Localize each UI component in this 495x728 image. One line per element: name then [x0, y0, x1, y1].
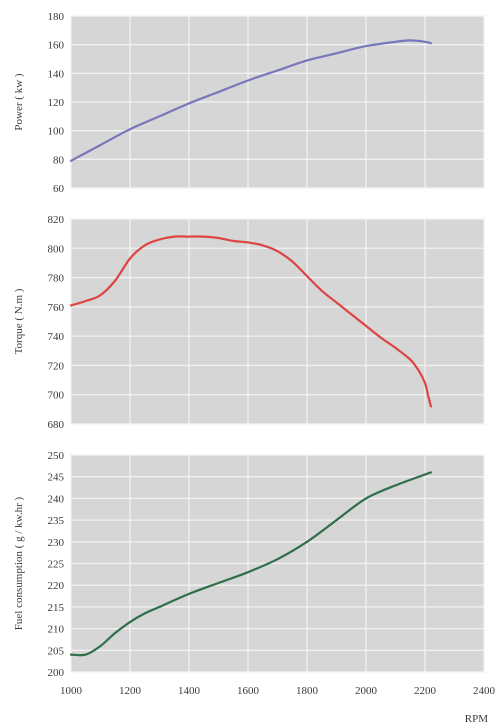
- x-tick-label: 1200: [119, 685, 142, 697]
- grid-layer: [70, 15, 485, 673]
- series-layer: [69, 39, 432, 657]
- label-layer: 60 80 100 120 140 160 180 Power ( kw ) 680 700 720…: [13, 11, 495, 725]
- y-axis-label: Torque ( N.m ): [13, 288, 25, 354]
- y-tick-label: 820: [48, 214, 65, 226]
- x-tick-label: 1400: [178, 685, 201, 697]
- y-tick-label: 740: [48, 331, 65, 343]
- y-axis-label: Power ( kw ): [13, 73, 25, 130]
- y-tick-label: 700: [48, 390, 65, 402]
- series-line-1-1: [69, 39, 432, 162]
- y-tick-label: 230: [48, 537, 65, 549]
- y-tick-label: 220: [48, 580, 65, 592]
- x-tick-label: 1800: [296, 685, 319, 697]
- y-tick-label: 100: [48, 126, 65, 138]
- y-tick-label: 760: [48, 302, 65, 314]
- y-tick-label: 200: [48, 667, 65, 679]
- y-axis-label: Fuel consumption ( g / kw.hr ): [13, 496, 25, 630]
- y-tick-label: 120: [48, 97, 65, 109]
- x-tick-label: 1000: [60, 685, 83, 697]
- y-tick-label: 680: [48, 419, 65, 431]
- x-tick-label: 2400: [473, 685, 495, 697]
- y-tick-label: 245: [48, 472, 65, 484]
- y-tick-label: 720: [48, 360, 65, 372]
- y-tick-label: 140: [48, 68, 65, 80]
- y-tick-label: 205: [48, 645, 65, 657]
- y-tick-label: 240: [48, 493, 65, 505]
- y-tick-label: 780: [48, 273, 65, 285]
- y-tick-label: 60: [53, 183, 65, 195]
- y-tick-label: 160: [48, 40, 65, 52]
- series-line-3-1: [69, 471, 432, 657]
- y-tick-label: 215: [48, 602, 65, 614]
- y-tick-label: 250: [48, 450, 65, 462]
- y-tick-label: 210: [48, 624, 65, 636]
- series-line-2-1: [69, 235, 432, 408]
- x-tick-label: 1600: [237, 685, 260, 697]
- plot-area-2: [70, 218, 485, 425]
- y-tick-label: 180: [48, 11, 65, 23]
- y-tick-label: 225: [48, 559, 65, 571]
- y-tick-label: 80: [53, 154, 65, 166]
- x-tick-label: 2200: [414, 685, 437, 697]
- y-tick-label: 800: [48, 243, 65, 255]
- x-axis-unit-label: RPM: [465, 713, 488, 725]
- x-tick-label: 2000: [355, 685, 378, 697]
- y-tick-label: 235: [48, 515, 65, 527]
